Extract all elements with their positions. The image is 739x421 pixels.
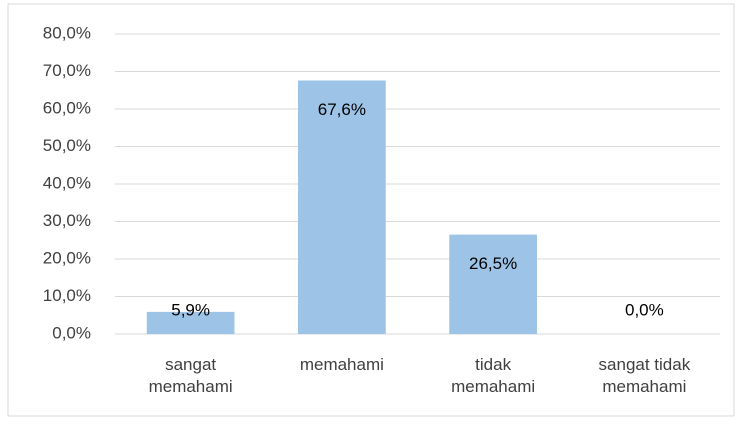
y-tick-label: 40,0%	[43, 173, 91, 192]
y-tick-label: 30,0%	[43, 211, 91, 230]
y-tick-label: 20,0%	[43, 248, 91, 267]
bar	[146, 311, 235, 334]
y-tick-label: 60,0%	[43, 98, 91, 117]
y-tick-label: 10,0%	[43, 286, 91, 305]
data-label: 5,9%	[171, 300, 210, 319]
x-tick-label: sangat memahami	[148, 355, 233, 396]
data-label: 67,6%	[318, 100, 366, 119]
x-tick-label: sangat tidak memahami	[598, 355, 691, 396]
data-label: 0,0%	[625, 300, 664, 319]
bar	[449, 234, 537, 334]
bar	[298, 80, 386, 334]
y-tick-label: 50,0%	[43, 136, 91, 155]
y-tick-label: 0,0%	[52, 323, 91, 342]
y-tick-label: 70,0%	[43, 61, 91, 80]
data-label: 26,5%	[469, 254, 517, 273]
x-tick-label: memahami	[299, 355, 384, 374]
y-tick-label: 80,0%	[43, 23, 91, 42]
x-tick-label: tidak memahami	[451, 355, 536, 396]
